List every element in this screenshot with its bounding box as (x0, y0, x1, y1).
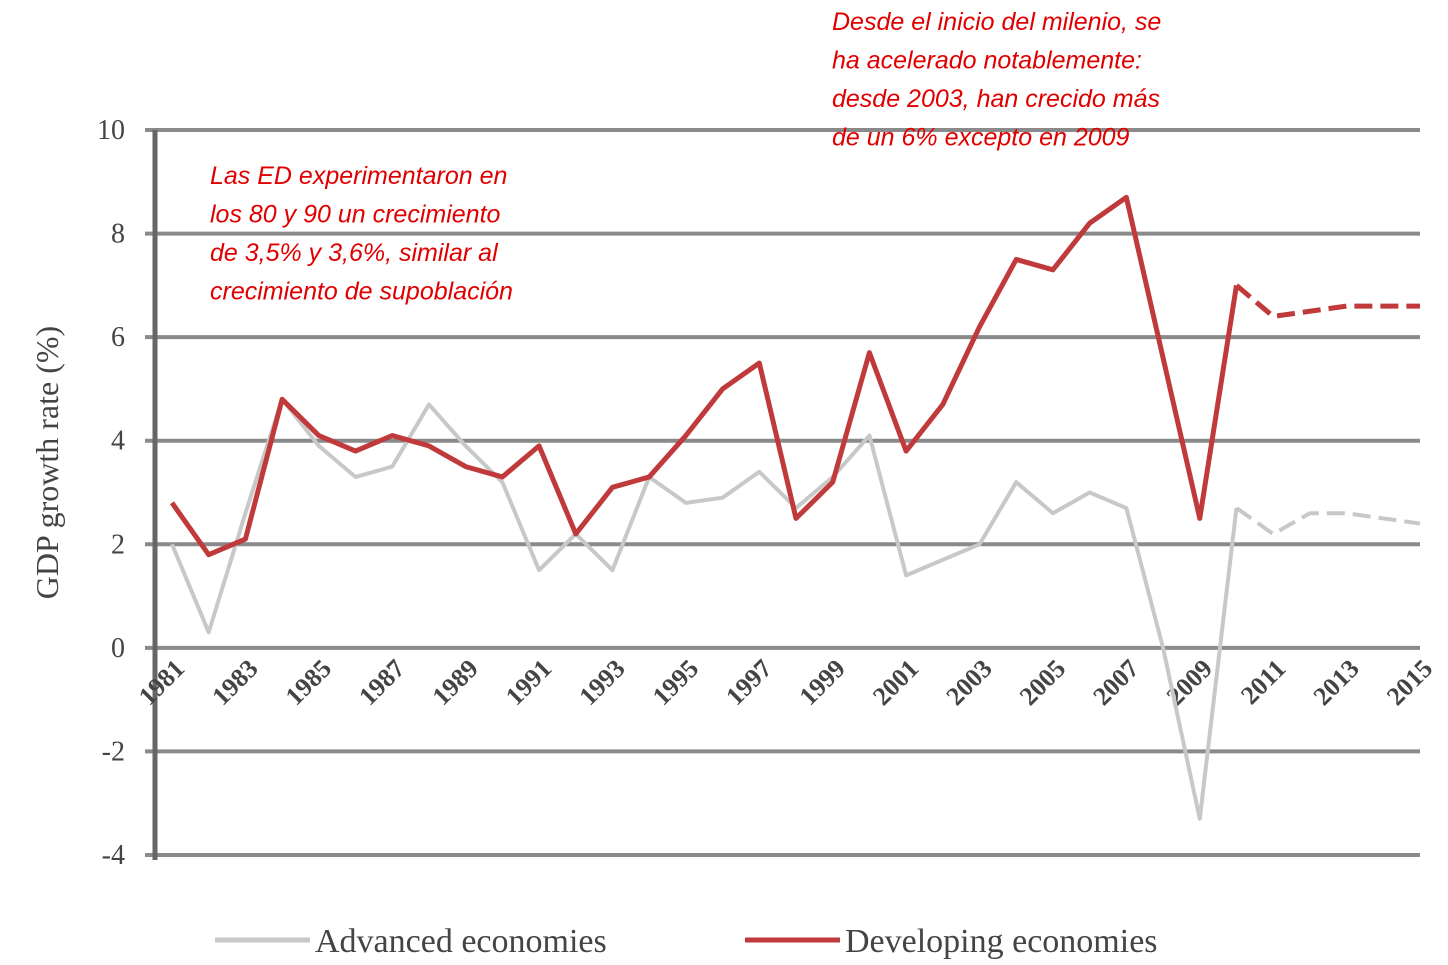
y-axis-label: GDP growth rate (%) (29, 326, 65, 599)
annotation: Desde el inicio del milenio, se (832, 8, 1161, 36)
x-tick-label: 2003 (940, 654, 997, 711)
x-tick-label: 2015 (1381, 654, 1438, 711)
y-tick-label: 6 (111, 322, 125, 353)
annotation: ha acelerado notablemente: (832, 47, 1142, 75)
x-tick-label: 2011 (1235, 654, 1291, 710)
x-tick-label: 1995 (647, 654, 704, 711)
legend-item: Developing economies (745, 923, 1158, 960)
x-tick-label: 1983 (206, 654, 263, 711)
x-tick-label: 2005 (1014, 654, 1071, 711)
legend-label: Advanced economies (315, 923, 607, 960)
x-tick-label: 2007 (1087, 654, 1144, 711)
x-tick-label: 2013 (1308, 654, 1365, 711)
y-tick-label: 0 (111, 633, 125, 664)
annotation: Las ED experimentaron en (210, 162, 507, 190)
legend-label: Developing economies (845, 923, 1158, 960)
x-tick-label: 1987 (353, 654, 410, 711)
x-tick-label: 1997 (720, 654, 777, 711)
y-tick-label: -4 (102, 840, 125, 871)
x-tick-label: 1991 (500, 654, 557, 711)
x-tick-label: 1989 (427, 654, 484, 711)
series-line (1234, 283, 1420, 319)
x-tick-label: 1999 (794, 654, 851, 711)
annotation: de 3,5% y 3,6%, similar al (210, 239, 499, 267)
y-tick-label: 4 (111, 426, 125, 457)
x-tick-label: 1985 (280, 654, 337, 711)
annotation: crecimiento de supoblación (210, 278, 513, 306)
annotation: los 80 y 90 un crecimiento (210, 201, 501, 229)
y-tick-label: -2 (102, 736, 125, 767)
x-tick-label: 2001 (867, 654, 924, 711)
y-tick-label: 10 (97, 115, 125, 146)
y-tick-label: 8 (111, 219, 125, 250)
series-line (170, 397, 1239, 821)
series-line (1235, 506, 1421, 536)
y-tick-label: 2 (111, 529, 125, 560)
annotation: de un 6% excepto en 2009 (832, 124, 1130, 152)
annotation: desde 2003, han crecido más (832, 85, 1160, 113)
series-line (169, 194, 1239, 558)
x-tick-label: 1993 (573, 654, 630, 711)
x-tick-label: 1981 (133, 654, 190, 711)
legend-item: Advanced economies (215, 923, 607, 960)
